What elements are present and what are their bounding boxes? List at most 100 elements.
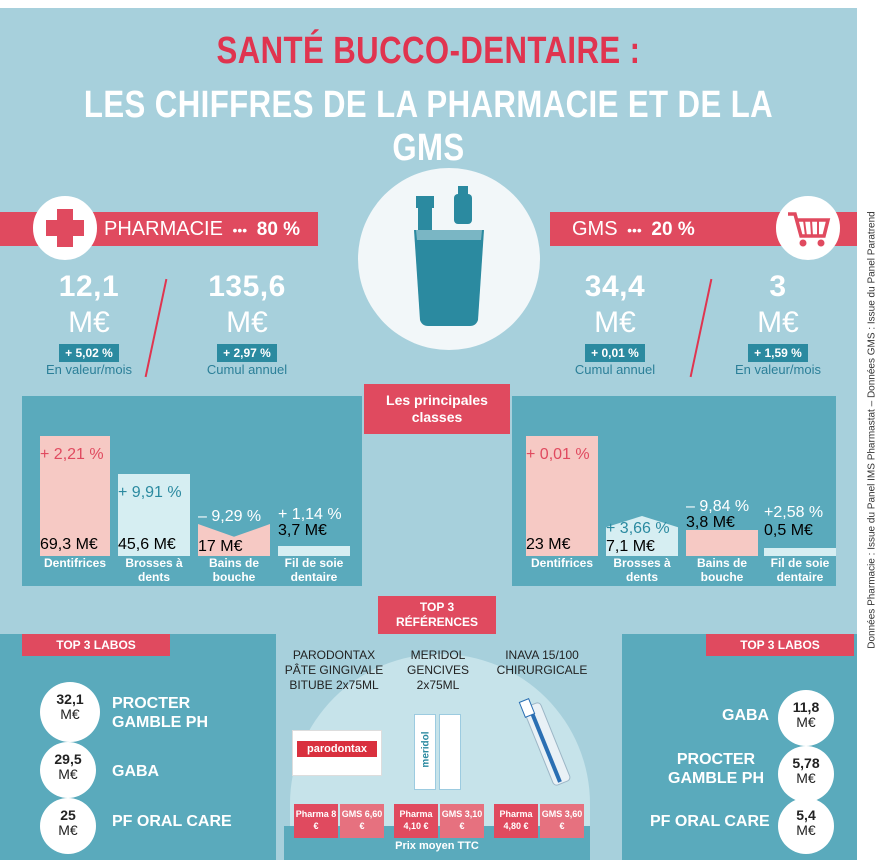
stat-unit: M€ <box>757 306 799 339</box>
gms-share: 20 % <box>651 219 695 240</box>
meridol-tubes-image: meridol <box>414 714 462 790</box>
bar-value: 3,7 M€ <box>278 522 327 539</box>
pharmacie-dots: ••• <box>232 222 248 238</box>
bar-change: +2,58 % <box>764 504 824 521</box>
price-label: Prix moyen TTC <box>395 840 479 852</box>
labo-value: 5,4 <box>796 807 816 823</box>
labo-value: 25 <box>60 807 76 823</box>
gms-stat-annual: 34,4 M€ + 0,01 % Cumul annuel <box>550 270 680 377</box>
pack-brand: parodontax <box>297 741 377 757</box>
bar-value: 69,3 M€ <box>40 536 98 553</box>
bar-change: + 2,21 % <box>40 446 104 463</box>
stat-value: 34,4 <box>584 270 646 303</box>
labo-value-circle: 11,8 M€ <box>778 690 834 746</box>
gms-dots: ••• <box>627 222 642 238</box>
bar-0 <box>526 436 598 556</box>
stat-unit: M€ <box>68 306 110 339</box>
pharmacie-label: PHARMACIE <box>104 218 223 240</box>
price-pharma: Pharma 8 € <box>294 804 338 838</box>
labo-unit: M€ <box>60 706 80 722</box>
labo-unit: M€ <box>796 770 816 786</box>
bar-category: Bains de bouche <box>696 556 747 584</box>
bar-change: + 0,01 % <box>526 446 590 463</box>
pharmacie-labos-title: TOP 3 LABOS <box>22 634 170 656</box>
toothbrush-cup-icon <box>358 168 540 350</box>
bar-category: Fil de soie dentaire <box>770 556 830 584</box>
bar-change: – 9,84 % <box>686 498 750 515</box>
classes-title: Les principales classes <box>364 384 510 434</box>
price-pharma: Pharma 4,80 € <box>494 804 538 838</box>
bar-1 <box>118 474 190 556</box>
labo-unit: M€ <box>58 822 78 838</box>
pharmacie-stat-annual: 135,6 M€ + 2,97 % Cumul annuel <box>182 270 312 377</box>
labo-value-circle: 25 M€ <box>40 798 96 854</box>
stat-value: 135,6 <box>208 270 286 303</box>
bar-value: 3,8 M€ <box>686 514 735 531</box>
pharmacie-share: 80 % <box>256 219 301 240</box>
bar-0 <box>40 436 110 556</box>
labo-name: GABA <box>112 763 160 780</box>
labo-unit: M€ <box>796 822 816 838</box>
gms-label: GMS <box>572 218 618 240</box>
stat-unit: M€ <box>226 306 268 339</box>
price-pharma: Pharma 4,10 € <box>394 804 438 838</box>
stat-label: En valeur/mois <box>735 362 821 377</box>
labo-value: 11,8 <box>792 699 820 715</box>
stat-unit: M€ <box>594 306 636 339</box>
labo-value: 32,1 <box>56 691 84 707</box>
parodontax-pack-image: parodontax <box>292 730 382 776</box>
price-gms: GMS 6,60 € <box>340 804 384 838</box>
title-line-2: LES CHIFFRES DE LA PHARMACIE ET DE LA GM… <box>83 84 774 169</box>
stat-label: En valeur/mois <box>46 362 132 377</box>
gms-labos-title: TOP 3 LABOS <box>706 634 854 656</box>
stat-label: Cumul annuel <box>574 362 656 377</box>
bar-3 <box>764 548 836 556</box>
bar-3 <box>278 546 350 556</box>
bar-change: – 9,29 % <box>198 508 262 525</box>
labo-name: PROCTER GAMBLE PH <box>668 751 764 787</box>
source-note: Données Pharmacie : Issue du Panel IMS P… <box>866 211 878 649</box>
bar-category: Brosses à dents <box>613 556 671 584</box>
bar-value: 0,5 M€ <box>764 522 813 539</box>
bar-value: 23 M€ <box>526 536 571 553</box>
plus-icon <box>33 196 97 260</box>
stat-value: 12,1 <box>58 270 120 303</box>
labo-value-circle: 29,5 M€ <box>40 742 96 798</box>
bar-change: + 9,91 % <box>118 484 182 501</box>
bar-category: Bains de bouche <box>208 556 259 584</box>
stat-badge: + 2,97 % <box>217 344 277 362</box>
shopping-cart-icon <box>776 196 840 260</box>
labo-unit: M€ <box>58 766 78 782</box>
price-gms: GMS 3,10 € <box>440 804 484 838</box>
stat-label: Cumul annuel <box>206 362 288 377</box>
top3-title: TOP 3 RÉFÉRENCES <box>378 596 496 634</box>
labo-value-circle: 32,1 M€ <box>40 682 100 742</box>
bar-change: + 1,14 % <box>278 506 342 523</box>
bar-change: + 3,66 % <box>606 520 670 537</box>
labo-name: GABA <box>722 707 770 724</box>
labo-name: PF ORAL CARE <box>112 813 232 830</box>
labo-value: 29,5 <box>54 751 82 767</box>
stat-badge: + 0,01 % <box>585 344 645 362</box>
gms-stat-monthly: 3 M€ + 1,59 % En valeur/mois <box>713 270 843 377</box>
labo-value: 5,78 <box>792 755 820 771</box>
bar-category: Dentifrices <box>530 556 594 570</box>
bar-category: Dentifrices <box>43 556 107 570</box>
inava-toothbrush-image <box>508 698 578 790</box>
divider <box>689 278 713 378</box>
bar-2 <box>686 530 758 556</box>
stat-badge: + 1,59 % <box>748 344 808 362</box>
reference-name: MERIDOL GENCIVES 2x75ML <box>406 648 469 692</box>
stat-badge: + 5,02 % <box>59 344 119 362</box>
pharmacie-stat-monthly: 12,1 M€ + 5,02 % En valeur/mois <box>24 270 154 377</box>
bar-category: Brosses à dents <box>125 556 183 584</box>
bar-value: 7,1 M€ <box>606 538 655 555</box>
title-line-1: SANTÉ BUCCO-DENTAIRE : <box>216 30 641 72</box>
reference-name: INAVA 15/100 CHIRURGICALE <box>496 648 588 677</box>
pack-brand: meridol <box>420 731 432 768</box>
reference-name: PARODONTAX PÂTE GINGIVALE BITUBE 2x75ML <box>284 648 384 692</box>
labo-name: PF ORAL CARE <box>650 813 770 830</box>
labo-name: PROCTER GAMBLE PH <box>112 695 208 731</box>
bar-value: 45,6 M€ <box>118 536 176 553</box>
infographic: SANTÉ BUCCO-DENTAIRE : LES CHIFFRES DE L… <box>0 8 857 860</box>
